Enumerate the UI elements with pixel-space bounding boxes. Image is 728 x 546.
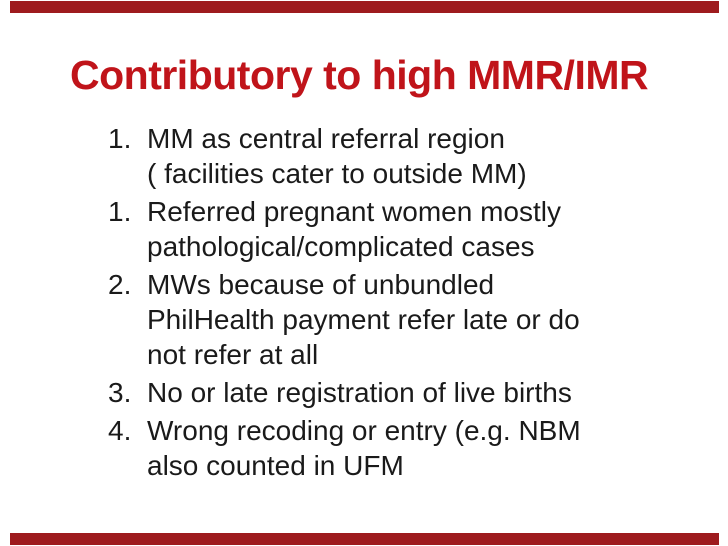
item-line: ( facilities cater to outside MM): [147, 158, 527, 189]
item-number: 1.: [108, 196, 132, 227]
item-text: Wrong recoding or entry (e.g. NBM also co…: [147, 413, 688, 483]
item-line: PhilHealth payment refer late or do: [147, 304, 580, 335]
item-line: pathological/complicated cases: [147, 231, 535, 262]
list-item: 3. No or late registration of live births: [108, 375, 688, 410]
list-item: 2. MWs because of unbundled PhilHealth pay…: [108, 267, 688, 372]
bottom-border-bar: [10, 533, 719, 545]
item-line: not refer at all: [147, 339, 319, 370]
item-text: No or late registration of live births: [147, 375, 688, 410]
top-border-bar: [10, 1, 719, 13]
slide-title: Contributory to high MMR/IMR: [70, 52, 649, 98]
item-line: Wrong recoding or entry (e.g. NBM: [147, 415, 581, 446]
item-number: 2.: [108, 269, 132, 300]
item-line: MM as central referral region: [147, 123, 505, 154]
item-text: MM as central referral region ( facilitie…: [147, 121, 688, 191]
item-text: MWs because of unbundled PhilHealth payme…: [147, 267, 688, 372]
item-number: 1.: [108, 123, 132, 154]
item-line: MWs because of unbundled: [147, 269, 495, 300]
list-item: 1. MM as central referral region ( facilit…: [108, 121, 688, 191]
list-item: 4. Wrong recoding or entry (e.g. NBM also …: [108, 413, 688, 483]
list-item: 1. Referred pregnant women mostly patholog…: [108, 194, 688, 264]
item-line: also counted in UFM: [147, 450, 404, 481]
item-text: Referred pregnant women mostly pathologic…: [147, 194, 688, 264]
item-line: No or late registration of live births: [147, 377, 572, 408]
item-line: Referred pregnant women mostly: [147, 196, 561, 227]
numbered-list: 1. MM as central referral region ( facilit…: [108, 121, 688, 486]
item-number: 3.: [108, 377, 132, 408]
item-number: 4.: [108, 415, 132, 446]
